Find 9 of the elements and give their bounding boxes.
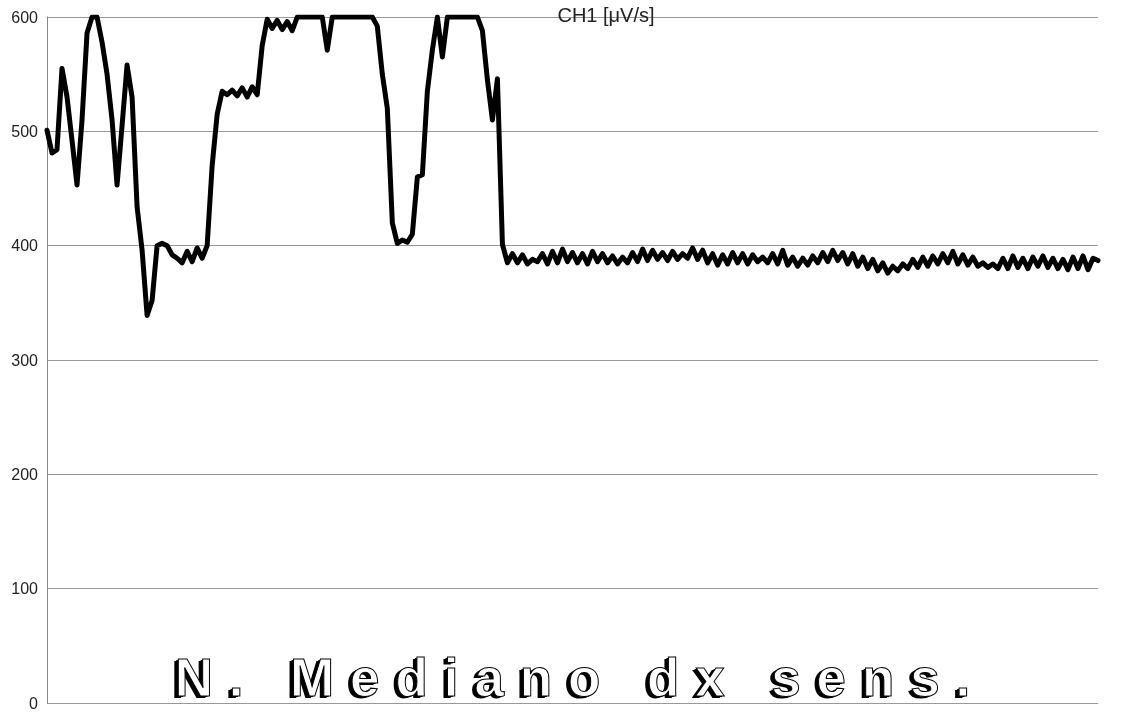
annotation: N. Mediano dx sens. (173, 648, 987, 707)
y-tick-label: 400 (11, 237, 39, 255)
y-tick-label: 300 (11, 351, 39, 369)
y-tick-label: 200 (11, 465, 39, 483)
y-tick-label: 100 (11, 580, 39, 598)
chart-title: CH1 [μV/s] (557, 4, 655, 26)
y-tick-label: 600 (11, 8, 39, 26)
y-tick-label: 500 (11, 122, 39, 140)
y-tick-label: 0 (29, 694, 39, 712)
